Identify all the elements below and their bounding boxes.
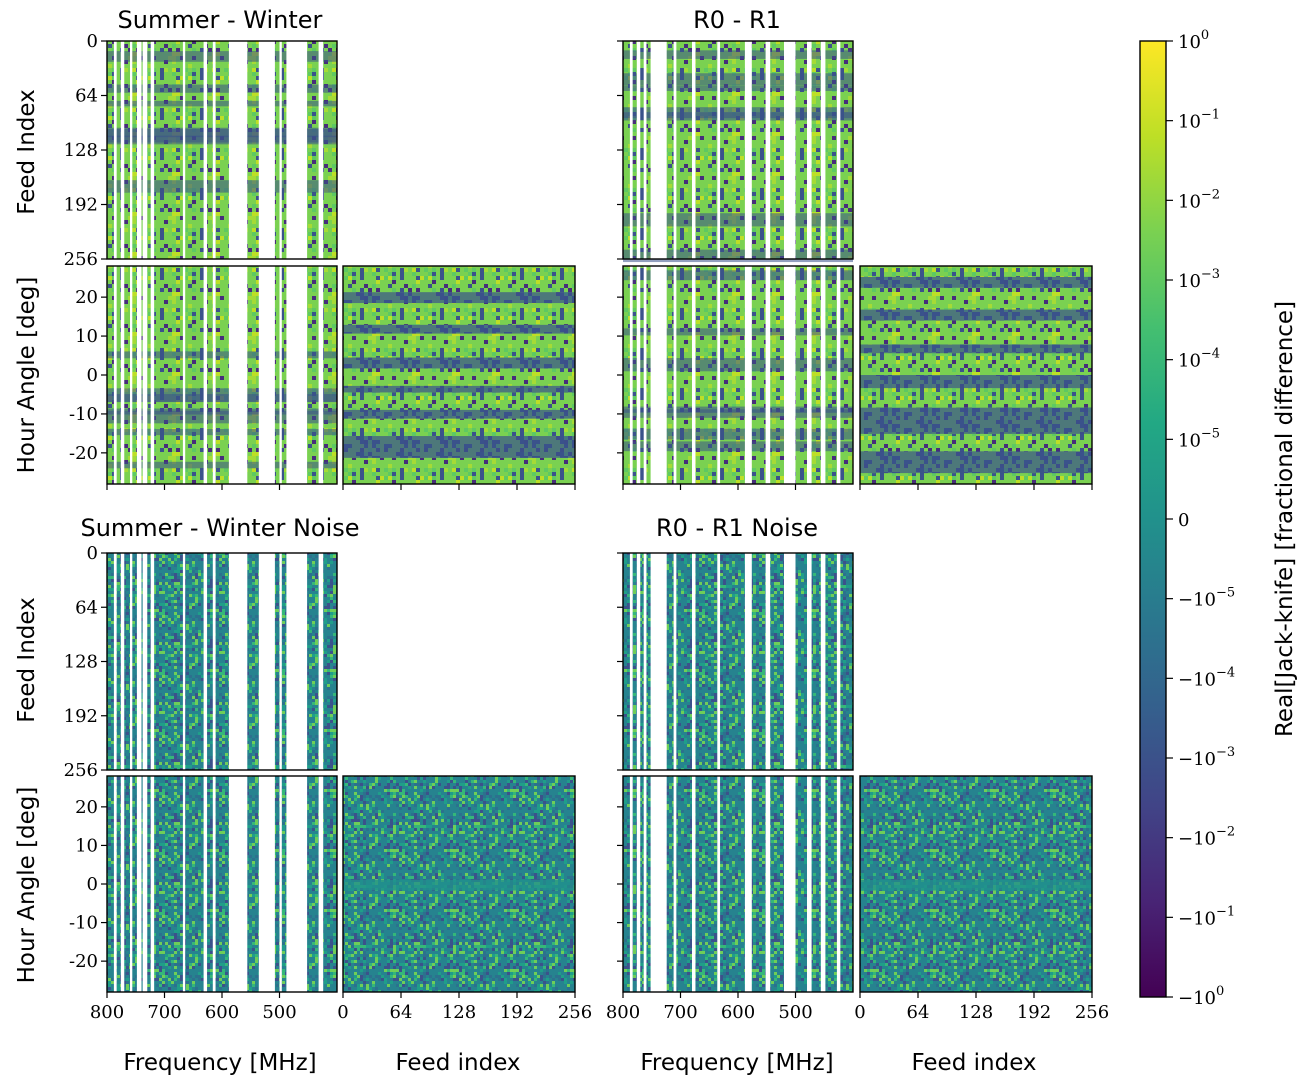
cbar-tick-7: −10−5 bbox=[1178, 586, 1235, 611]
cbar-tick-5: 10−5 bbox=[1178, 426, 1220, 451]
panel-r0r1n-feed-freq bbox=[622, 552, 854, 771]
xtick-freq-r0r1n-1: 700 bbox=[663, 1002, 697, 1023]
xlabel-frequency-right: Frequency [MHz] bbox=[640, 1050, 833, 1076]
ytick-feed-swn-1: 64 bbox=[75, 597, 98, 618]
ylabel-feed-index-bottom: Feed Index bbox=[14, 597, 40, 723]
xlabel-feed-index-left: Feed index bbox=[395, 1050, 520, 1076]
xtick-freq-swn-2: 600 bbox=[205, 1002, 239, 1023]
ytick-ha-sw-3: -10 bbox=[69, 404, 98, 425]
ytick-ha-sw-0: 20 bbox=[75, 287, 98, 308]
xlabel-frequency-left: Frequency [MHz] bbox=[123, 1050, 316, 1076]
xtick-freq-r0r1n-0: 800 bbox=[606, 1002, 640, 1023]
cbar-tick-6: 0 bbox=[1178, 510, 1189, 531]
title-summer-winter: Summer - Winter bbox=[118, 6, 323, 34]
title-r0-r1: R0 - R1 bbox=[693, 6, 781, 34]
title-r0-r1-noise: R0 - R1 Noise bbox=[656, 514, 818, 542]
ylabel-hour-angle-bottom: Hour Angle [deg] bbox=[14, 787, 40, 984]
xtick-freq-swn-3: 500 bbox=[262, 1002, 296, 1023]
ytick-ha-swn-0: 20 bbox=[75, 797, 98, 818]
colorbar bbox=[1139, 40, 1167, 998]
ytick-feed-swn-2: 128 bbox=[64, 652, 98, 673]
xtick-freq-r0r1n-3: 500 bbox=[778, 1002, 812, 1023]
cbar-tick-10: −10−2 bbox=[1178, 825, 1235, 850]
xtick-feedx-swn-4: 256 bbox=[558, 1002, 592, 1023]
ytick-feed-swn-3: 192 bbox=[64, 706, 98, 727]
xtick-feedx-r0r1n-1: 64 bbox=[907, 1002, 930, 1023]
xtick-feedx-r0r1n-0: 0 bbox=[854, 1002, 865, 1023]
xtick-freq-r0r1n-2: 600 bbox=[721, 1002, 755, 1023]
ylabel-feed-index-top: Feed Index bbox=[14, 89, 40, 215]
cbar-tick-0: 100 bbox=[1178, 28, 1209, 53]
ytick-feed-sw-3: 192 bbox=[64, 195, 98, 216]
panel-swn-feed-freq bbox=[106, 552, 338, 771]
ytick-ha-swn-2: 0 bbox=[87, 874, 98, 895]
xtick-feedx-r0r1n-4: 256 bbox=[1075, 1002, 1109, 1023]
xtick-feedx-r0r1n-3: 192 bbox=[1017, 1002, 1051, 1023]
panel-r0r1-feed-freq bbox=[622, 40, 854, 263]
cbar-tick-3: 10−3 bbox=[1178, 267, 1220, 292]
panel-sw-ha-feed bbox=[342, 265, 576, 485]
xtick-freq-swn-0: 800 bbox=[90, 1002, 124, 1023]
ytick-feed-swn-0: 0 bbox=[87, 543, 98, 564]
colorbar-ticks: 100 10−1 10−2 10−3 10−4 10−5 0 −10−5 −10−4 −10−3 −… bbox=[1166, 28, 1235, 1009]
ylabel-hour-angle-top: Hour Angle [deg] bbox=[14, 277, 40, 474]
cbar-tick-4: 10−4 bbox=[1178, 347, 1220, 372]
ytick-feed-sw-0: 0 bbox=[87, 31, 98, 52]
xtick-feedx-r0r1n-2: 128 bbox=[959, 1002, 993, 1023]
cbar-tick-12: −100 bbox=[1178, 984, 1224, 1009]
ytick-ha-swn-1: 10 bbox=[75, 835, 98, 856]
xtick-feedx-swn-2: 128 bbox=[442, 1002, 476, 1023]
ytick-feed-swn-4: 256 bbox=[64, 760, 98, 781]
panel-r0r1n-ha-freq bbox=[622, 775, 854, 993]
cbar-tick-9: −10−3 bbox=[1178, 745, 1235, 770]
xtick-freq-swn-1: 700 bbox=[147, 1002, 181, 1023]
ytick-ha-sw-1: 10 bbox=[75, 326, 98, 347]
panel-r0r1-ha-freq bbox=[622, 265, 854, 485]
ytick-ha-swn-3: -10 bbox=[69, 913, 98, 934]
cbar-tick-1: 10−1 bbox=[1178, 108, 1220, 133]
ytick-ha-sw-4: -20 bbox=[69, 443, 98, 464]
ytick-ha-sw-2: 0 bbox=[87, 365, 98, 386]
cbar-tick-8: −10−4 bbox=[1178, 665, 1235, 690]
ytick-feed-sw-4: 256 bbox=[64, 249, 98, 270]
panel-swn-ha-freq bbox=[106, 775, 338, 993]
cbar-tick-11: −10−1 bbox=[1178, 904, 1235, 929]
xlabel-feed-index-right: Feed index bbox=[911, 1050, 1036, 1076]
ytick-ha-swn-4: -20 bbox=[69, 951, 98, 972]
ytick-feed-sw-2: 128 bbox=[64, 140, 98, 161]
panel-sw-ha-freq bbox=[106, 265, 338, 485]
xtick-feedx-swn-0: 0 bbox=[337, 1002, 348, 1023]
panel-sw-feed-freq bbox=[106, 40, 338, 260]
cbar-tick-2: 10−2 bbox=[1178, 187, 1220, 212]
xtick-feedx-swn-1: 64 bbox=[390, 1002, 413, 1023]
panel-swn-ha-feed bbox=[342, 775, 576, 993]
title-summer-winter-noise: Summer - Winter Noise bbox=[80, 514, 359, 542]
xtick-feedx-swn-3: 192 bbox=[500, 1002, 534, 1023]
ytick-feed-sw-1: 64 bbox=[75, 86, 98, 107]
panel-r0r1-ha-feed bbox=[859, 265, 1093, 485]
panel-r0r1n-ha-feed bbox=[859, 775, 1093, 993]
colorbar-label: Real[Jack-knife] [fractional difference] bbox=[1272, 301, 1298, 737]
